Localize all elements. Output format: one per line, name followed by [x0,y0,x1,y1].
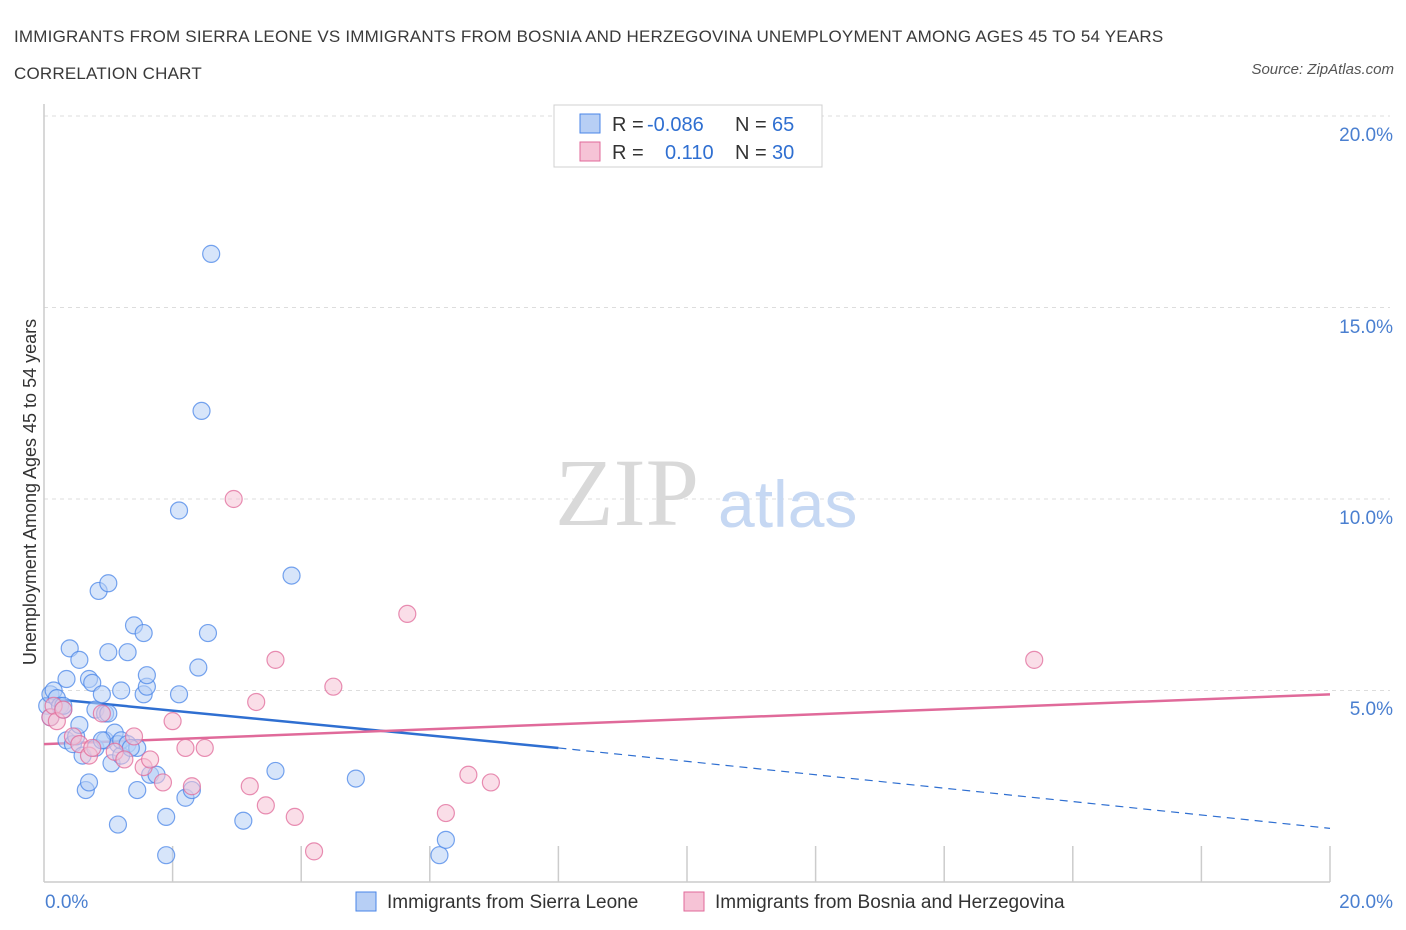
watermark-zip: ZIP [555,439,699,546]
y-tick-label-10: 10.0% [1339,508,1393,529]
point-pink-18 [195,738,214,758]
point-pink-11 [124,727,144,746]
point-pink-21 [247,692,266,712]
chart-title: IMMIGRANTS FROM SIERRA LEONE VS IMMIGRAN… [14,27,1164,83]
point-pink-31 [1025,650,1044,669]
point-blue-51 [189,658,208,677]
point-pink-19 [224,489,243,509]
point-blue-52 [192,401,211,421]
point-blue-46 [157,807,176,826]
point-pink-26 [324,677,343,696]
legend-r-value-1: -0.086 [647,114,704,136]
point-blue-53 [198,623,218,643]
series-legend-label-sierra-leone: Immigrants from Sierra Leone [387,892,638,913]
point-blue-58 [346,769,365,788]
gridlines [44,115,1390,691]
point-pink-7 [83,738,102,758]
point-blue-39 [128,780,147,800]
point-pink-13 [140,750,160,769]
legend-r-value-2: 0.110 [665,142,714,164]
point-blue-47 [169,501,189,520]
point-blue-13 [70,650,89,669]
point-pink-25 [304,842,324,861]
point-pink-14 [153,773,173,792]
point-pink-30 [481,773,500,792]
point-pink-24 [285,807,304,826]
point-blue-54 [202,244,221,263]
point-blue-56 [266,761,285,781]
point-blue-24 [99,643,118,662]
point-blue-43 [137,666,156,685]
x-axis-ticks [171,846,1331,882]
point-blue-34 [112,681,131,700]
legend-n-label-2: N = [735,142,767,164]
point-pink-16 [176,738,195,758]
legend-r-label-1: R = [612,114,644,136]
point-blue-36 [118,643,137,662]
legend-r-label-2: R = [612,142,644,164]
point-pink-3 [54,700,73,719]
y-axis-label: Unemployment Among Ages 45 to 54 years [20,319,40,665]
point-pink-29 [459,765,478,784]
point-blue-59 [157,846,176,865]
trend-line-blue-extension [558,747,1331,829]
point-blue-7 [57,669,76,689]
x-tick-label-0: 0.0% [45,892,88,913]
y-tick-label-5: 5.0% [1350,699,1393,720]
point-pink-10 [115,750,134,769]
legend-n-value-2: 30 [772,142,794,164]
y-tick-label-15: 15.0% [1339,317,1393,338]
trend-line-pink [43,693,1331,746]
legend-swatch-pink [579,141,601,162]
legend-n-value-1: 65 [772,114,794,136]
y-tick-label-20: 20.0% [1339,125,1393,146]
point-blue-57 [282,566,301,585]
trend-lines [43,693,1331,829]
source-label: Source: ZipAtlas.com [1251,61,1394,78]
point-blue-18 [79,773,99,792]
point-blue-60 [430,846,449,865]
point-blue-33 [108,815,128,834]
series-legend-label-bosnia: Immigrants from Bosnia and Herzegovina [715,892,1065,913]
y-tick-labels: 20.0% 15.0% 10.0% 5.0% [1339,125,1393,720]
point-blue-61 [436,830,455,849]
point-blue-40 [134,623,153,643]
point-pink-27 [398,604,417,624]
stats-legend: R = -0.086 N = 65 R = 0.110 N = 30 [553,104,823,168]
point-pink-8 [92,704,111,723]
legend-n-label-1: N = [735,114,767,136]
point-blue-55 [234,811,253,830]
point-pink-15 [163,712,182,731]
point-pink-22 [256,796,275,815]
point-pink-23 [266,650,285,669]
point-pink-28 [436,803,455,823]
series-legend: Immigrants from Sierra Leone Immigrants … [355,891,1065,913]
x-tick-label-20: 20.0% [1339,892,1393,913]
series-legend-swatch-blue [355,891,377,912]
point-pink-20 [240,777,259,796]
series-legend-swatch-pink [683,891,705,912]
trend-line-blue [43,696,559,750]
watermark-atlas: atlas [718,467,857,541]
point-pink-17 [182,777,201,796]
point-blue-22 [92,685,111,704]
legend-swatch-blue [579,113,601,134]
data-points [38,244,1044,865]
point-blue-28 [99,574,118,593]
point-blue-48 [169,685,189,704]
